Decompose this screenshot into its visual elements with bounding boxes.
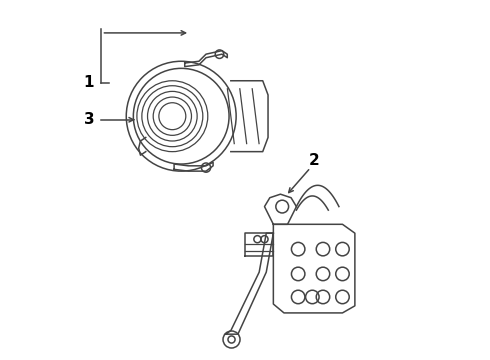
Text: 2: 2 — [309, 153, 319, 168]
Text: 1: 1 — [84, 75, 94, 90]
Text: 3: 3 — [84, 112, 95, 127]
